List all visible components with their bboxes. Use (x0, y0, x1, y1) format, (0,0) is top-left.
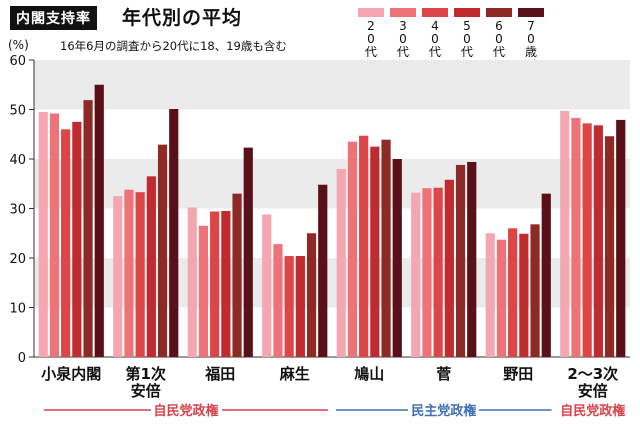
chart-subtitle: 16年6月の調査から20代に18、19歳も含む (60, 39, 287, 53)
x-tick-label: 安倍 (131, 382, 161, 400)
bar (496, 239, 507, 357)
bar (72, 121, 82, 357)
bar (124, 189, 134, 357)
chart-title: 年代別の平均 (122, 7, 243, 29)
bar (593, 125, 603, 357)
bar (61, 129, 71, 357)
bar (284, 256, 294, 357)
legend-swatch (390, 8, 416, 17)
bar (210, 211, 220, 357)
bar (146, 176, 156, 357)
bar (113, 196, 123, 357)
bar (560, 110, 570, 357)
bar (273, 244, 283, 357)
grid-band (34, 60, 630, 110)
bar (243, 147, 253, 357)
bar (519, 233, 529, 357)
legend-label: 50代 (461, 19, 474, 59)
legend-swatch (518, 8, 544, 17)
legend-label: 40代 (429, 19, 442, 59)
legend-item-60s: 60代 (486, 8, 518, 59)
bar (616, 119, 626, 358)
x-tick-label: 菅 (436, 365, 451, 383)
bar (169, 109, 179, 357)
bar (392, 159, 402, 357)
legend-swatch (454, 8, 480, 17)
legend-item-40s: 40代 (422, 8, 454, 59)
era-label: 自民党政権 (557, 400, 629, 419)
legend-item-20s: 20代 (358, 8, 390, 59)
chart-tag: 内閣支持率 (10, 6, 97, 30)
bar (444, 179, 454, 357)
grid-band (34, 258, 630, 308)
y-tick-label: 20 (9, 252, 26, 267)
x-tick-label: 2～3次 (567, 365, 618, 383)
bar (455, 164, 466, 357)
bar (336, 168, 346, 357)
bar (295, 256, 305, 357)
y-tick-label: 60 (9, 54, 26, 69)
bar (347, 141, 358, 357)
bar (582, 123, 592, 357)
bar (411, 192, 421, 357)
bar (467, 161, 477, 357)
y-tick-label: 10 (9, 302, 26, 317)
legend-item-50s: 50代 (454, 8, 486, 59)
bar (422, 188, 432, 357)
y-tick-label: 40 (9, 153, 26, 168)
era-label: 自民党政権 (150, 400, 222, 419)
x-tick-label: 福田 (204, 365, 235, 383)
x-tick-label: 第1次 (126, 365, 166, 383)
bar (83, 100, 93, 357)
bar (262, 214, 272, 357)
legend-swatch (358, 8, 384, 17)
bar (604, 136, 615, 357)
y-axis-unit: (%) (8, 38, 29, 52)
x-tick-label: 鳩山 (354, 365, 384, 383)
legend-label: 60代 (493, 19, 506, 59)
bar (359, 135, 369, 357)
bar (508, 228, 518, 357)
bar (370, 146, 380, 357)
x-tick-label: 小泉内閣 (41, 365, 101, 383)
bar (318, 184, 328, 357)
bar (541, 193, 551, 357)
bar (232, 193, 242, 357)
x-tick-label: 安倍 (578, 382, 608, 400)
legend-label: 30代 (397, 19, 410, 59)
bar (38, 111, 48, 357)
bar (433, 187, 443, 357)
bar (571, 117, 581, 357)
bar (49, 113, 60, 358)
legend-label: 20代 (365, 19, 378, 59)
bar (306, 233, 317, 357)
x-tick-label: 野田 (503, 365, 533, 383)
bar (94, 84, 104, 357)
bar (485, 233, 495, 357)
bar (198, 225, 209, 357)
bar (381, 139, 391, 357)
era-label: 民主党政権 (408, 400, 480, 419)
legend-swatch (486, 8, 512, 17)
bar (135, 192, 145, 357)
y-tick-label: 50 (9, 104, 26, 119)
y-tick-label: 30 (9, 203, 26, 218)
x-tick-label: 麻生 (279, 365, 310, 383)
bar (530, 224, 540, 357)
bar (187, 207, 197, 357)
grid-band (34, 159, 630, 209)
bar (221, 210, 231, 357)
legend-swatch (422, 8, 448, 17)
bar (157, 144, 168, 357)
y-tick-label: 0 (18, 351, 26, 366)
legend-item-30s: 30代 (390, 8, 422, 59)
